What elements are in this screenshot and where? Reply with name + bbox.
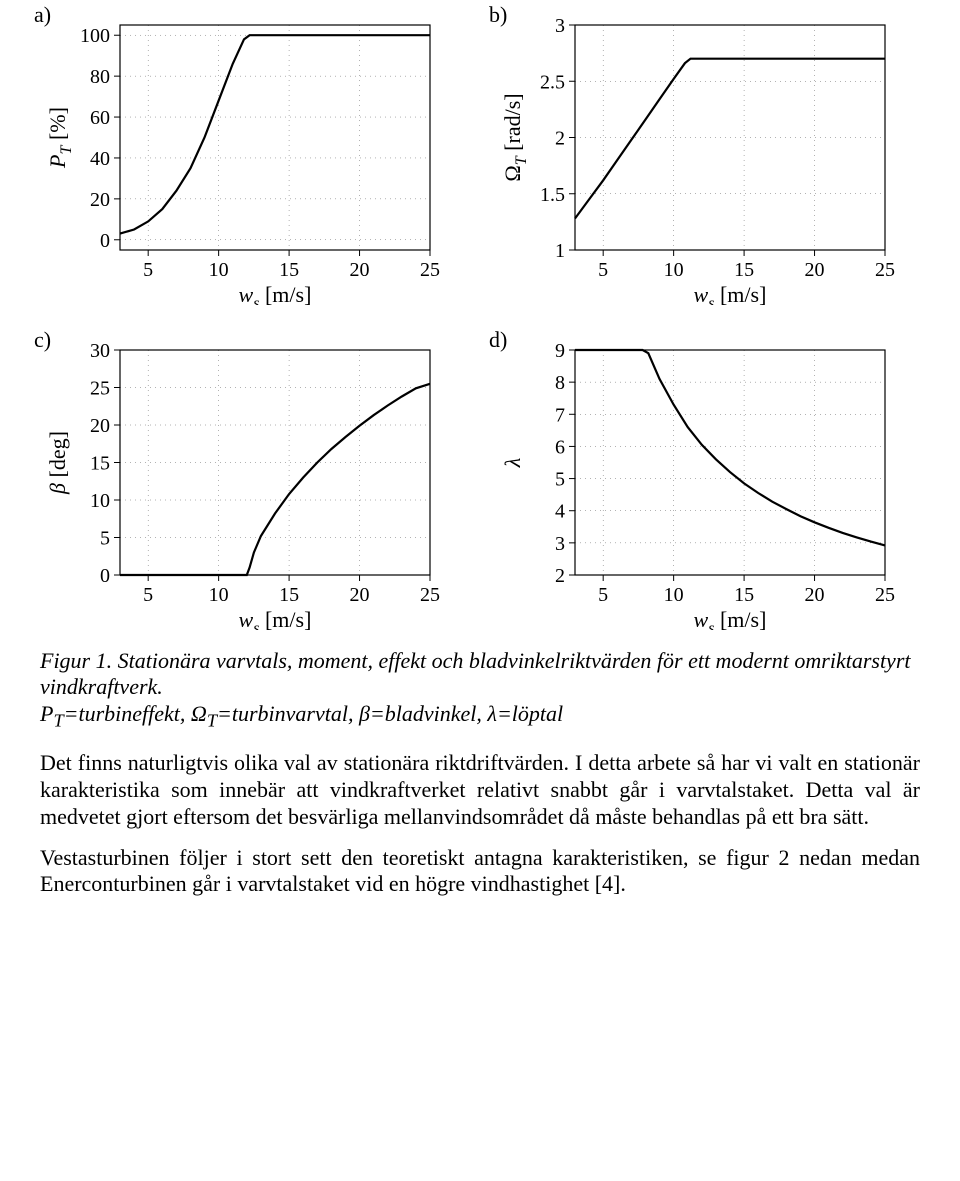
svg-text:20: 20 — [805, 259, 825, 281]
svg-text:5: 5 — [143, 584, 153, 606]
svg-text:5: 5 — [598, 584, 608, 606]
svg-text:6: 6 — [555, 436, 565, 458]
figure-1: a) 510152025020406080100ws [m/s]PT [%] b… — [0, 0, 960, 630]
panel-d: d) 51015202523456789ws [m/s]λ — [495, 335, 920, 630]
panel-d-label: d) — [489, 327, 507, 353]
svg-text:15: 15 — [734, 259, 754, 281]
svg-text:25: 25 — [420, 259, 440, 281]
panel-b-label: b) — [489, 2, 507, 28]
svg-text:2.5: 2.5 — [540, 71, 565, 93]
svg-text:15: 15 — [279, 584, 299, 606]
svg-text:3: 3 — [555, 533, 565, 555]
svg-text:20: 20 — [805, 584, 825, 606]
svg-text:100: 100 — [80, 25, 110, 47]
svg-text:5: 5 — [555, 469, 565, 491]
svg-text:5: 5 — [100, 528, 110, 550]
svg-text:10: 10 — [209, 259, 229, 281]
svg-text:10: 10 — [90, 490, 110, 512]
svg-text:ΩT [rad/s]: ΩT [rad/s] — [500, 93, 530, 181]
svg-text:β [deg]: β [deg] — [45, 431, 70, 495]
svg-text:1: 1 — [555, 240, 565, 262]
svg-text:ws [m/s]: ws [m/s] — [239, 282, 312, 305]
svg-text:PT [%]: PT [%] — [45, 107, 75, 169]
panel-b: b) 51015202511.522.53ws [m/s]ΩT [rad/s] — [495, 10, 920, 305]
svg-text:9: 9 — [555, 340, 565, 362]
paragraph-1: Det finns naturligtvis olika val av stat… — [40, 750, 920, 830]
svg-text:5: 5 — [598, 259, 608, 281]
caption-line2: PT=turbineffekt, ΩT=turbinvarvtal, β=bla… — [40, 701, 563, 726]
figure-caption: Figur 1. Stationära varvtals, moment, ef… — [0, 630, 960, 744]
svg-text:1.5: 1.5 — [540, 184, 565, 206]
svg-text:40: 40 — [90, 148, 110, 170]
svg-text:ws [m/s]: ws [m/s] — [694, 282, 767, 305]
svg-text:20: 20 — [90, 415, 110, 437]
svg-text:ws [m/s]: ws [m/s] — [239, 607, 312, 630]
svg-text:10: 10 — [664, 584, 684, 606]
svg-text:25: 25 — [875, 259, 895, 281]
body-text: Det finns naturligtvis olika val av stat… — [0, 744, 960, 932]
chart-a: 5 10 15 20 25 0 20 40 60 80 100 ws [m/s] PT [%] — [40, 10, 440, 305]
chart-d: 5 10 15 20 25 2 3 4 5 6 7 8 9 ws [m/s] λ — [495, 335, 895, 630]
svg-text:ws [m/s]: ws [m/s] — [694, 607, 767, 630]
svg-text:7: 7 — [555, 404, 565, 426]
svg-text:25: 25 — [90, 378, 110, 400]
svg-text:20: 20 — [90, 189, 110, 211]
svg-text:25: 25 — [875, 584, 895, 606]
paragraph-2: Vestasturbinen följer i stort sett den t… — [40, 845, 920, 899]
svg-text:0: 0 — [100, 230, 110, 252]
svg-text:80: 80 — [90, 66, 110, 88]
svg-text:λ: λ — [500, 458, 525, 469]
chart-c: 5 10 15 20 25 0 5 10 15 20 25 30 ws [m/s] β [deg] — [40, 335, 440, 630]
svg-text:15: 15 — [734, 584, 754, 606]
svg-text:8: 8 — [555, 372, 565, 394]
svg-text:4: 4 — [555, 501, 565, 523]
panel-c: c) 510152025051015202530ws [m/s]β [deg] — [40, 335, 465, 630]
panel-a-label: a) — [34, 2, 51, 28]
svg-text:20: 20 — [350, 584, 370, 606]
svg-text:3: 3 — [555, 15, 565, 37]
svg-text:2: 2 — [555, 565, 565, 587]
svg-text:20: 20 — [350, 259, 370, 281]
svg-text:10: 10 — [209, 584, 229, 606]
caption-line1: Figur 1. Stationära varvtals, moment, ef… — [40, 648, 911, 699]
svg-text:5: 5 — [143, 259, 153, 281]
svg-text:2: 2 — [555, 128, 565, 150]
svg-text:0: 0 — [100, 565, 110, 587]
svg-text:15: 15 — [279, 259, 299, 281]
chart-b: 5 10 15 20 25 1 1.5 2 2.5 3 ws [m/s] ΩT [rad/s] — [495, 10, 895, 305]
panel-a: a) 510152025020406080100ws [m/s]PT [%] — [40, 10, 465, 305]
svg-text:15: 15 — [90, 453, 110, 475]
svg-text:30: 30 — [90, 340, 110, 362]
svg-text:60: 60 — [90, 107, 110, 129]
panel-c-label: c) — [34, 327, 51, 353]
svg-text:10: 10 — [664, 259, 684, 281]
svg-text:25: 25 — [420, 584, 440, 606]
